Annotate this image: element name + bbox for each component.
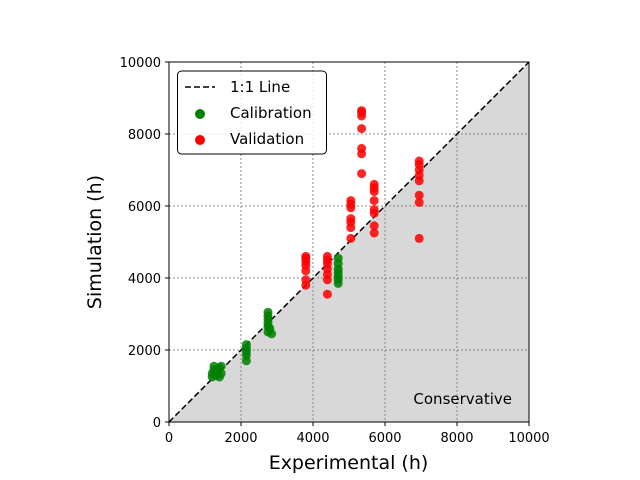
validation-point xyxy=(357,124,367,134)
validation-point xyxy=(346,214,356,224)
validation-point xyxy=(414,233,424,243)
legend-label-validation: Validation xyxy=(230,130,304,148)
validation-point xyxy=(369,196,379,206)
y-tick-label: 2000 xyxy=(128,344,161,359)
conservative-label: Conservative xyxy=(413,390,512,408)
calibration-point xyxy=(267,329,277,339)
calibration-point xyxy=(263,307,273,317)
validation-point xyxy=(369,228,379,238)
validation-point xyxy=(301,275,311,285)
calibration-point xyxy=(216,368,226,378)
x-tick-label: 8000 xyxy=(440,431,473,446)
x-tick-label: 6000 xyxy=(368,431,401,446)
legend-validation-marker xyxy=(195,135,205,145)
validation-point xyxy=(414,156,424,166)
validation-point xyxy=(322,251,332,261)
legend-label-calibration: Calibration xyxy=(230,104,312,122)
validation-point xyxy=(357,106,367,116)
y-tick-label: 0 xyxy=(153,416,161,431)
calibration-point xyxy=(216,361,226,371)
validation-point xyxy=(301,251,311,261)
y-tick-label: 4000 xyxy=(128,272,161,287)
plot-frame xyxy=(168,61,530,423)
calibration-point xyxy=(333,253,343,263)
validation-point xyxy=(346,233,356,243)
y-tick-label: 8000 xyxy=(128,128,161,143)
legend-calibration-marker xyxy=(195,109,205,119)
legend-label-reference: 1:1 Line xyxy=(230,78,290,96)
data-points xyxy=(207,106,424,382)
x-tick-label: 4000 xyxy=(296,431,329,446)
validation-point xyxy=(346,196,356,206)
validation-point xyxy=(369,179,379,189)
validation-point xyxy=(357,169,367,179)
x-axis-label: Experimental (h) xyxy=(269,452,429,474)
legend: 1:1 Line Calibration Validation xyxy=(177,70,327,155)
axis-ticks: 0 2000 4000 6000 8000 10000 0 2000 4000 6000 8000 1… xyxy=(120,56,550,446)
validation-point xyxy=(369,221,379,231)
legend-box xyxy=(177,70,327,155)
x-tick-label: 2000 xyxy=(224,431,257,446)
x-tick-label: 10000 xyxy=(508,431,549,446)
y-tick-label: 10000 xyxy=(120,56,161,71)
validation-point xyxy=(357,143,367,153)
validation-point xyxy=(414,197,424,207)
validation-point xyxy=(322,289,332,299)
y-tick-label: 6000 xyxy=(128,200,161,215)
validation-point xyxy=(369,205,379,215)
calibration-point xyxy=(241,340,251,350)
x-tick-label: 0 xyxy=(165,431,173,446)
y-axis-label: Simulation (h) xyxy=(84,175,106,309)
validation-point xyxy=(414,190,424,200)
